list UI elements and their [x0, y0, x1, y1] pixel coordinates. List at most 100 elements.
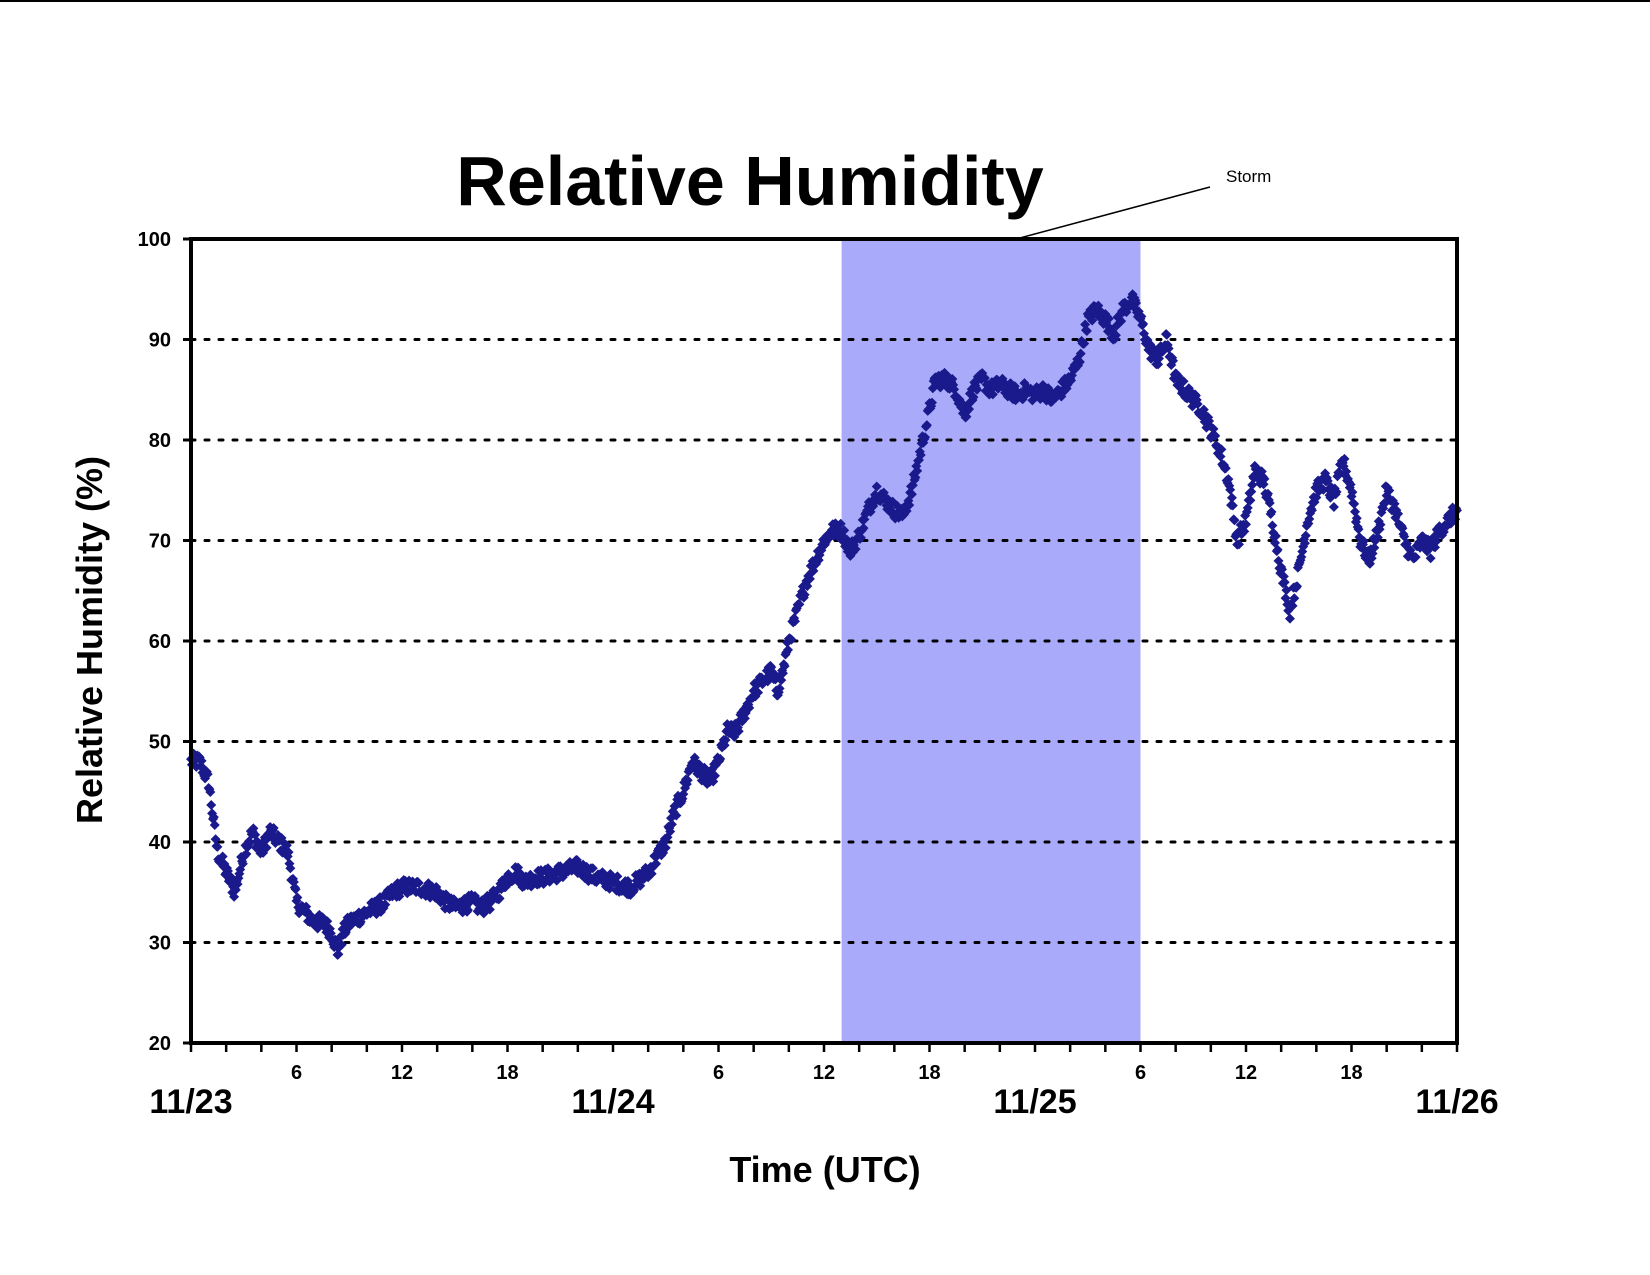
data-point: [1079, 338, 1090, 349]
data-point: [1410, 552, 1421, 563]
gridlines: [189, 338, 1459, 944]
data-point: [1331, 486, 1342, 497]
data-point: [839, 525, 850, 536]
ytick-label-20: 20: [149, 1033, 171, 1055]
data-point: [1264, 497, 1275, 508]
ytick-label-100: 100: [138, 229, 171, 251]
data-point: [1245, 495, 1256, 506]
data-point: [855, 532, 866, 543]
ytick-label-80: 80: [149, 430, 171, 452]
data-point: [1272, 544, 1283, 555]
data-point: [1225, 484, 1236, 495]
xtick-label-18: 18: [496, 1062, 518, 1084]
data-point: [1287, 600, 1298, 611]
ytick-label-70: 70: [149, 531, 171, 553]
data-point: [635, 880, 646, 891]
data-point: [587, 863, 598, 874]
data-point: [1284, 613, 1295, 624]
data-point: [1081, 325, 1092, 336]
data-point: [682, 775, 693, 786]
data-point: [715, 753, 726, 764]
top-border-line: [0, 0, 1650, 2]
data-point: [1279, 577, 1290, 588]
data-point: [1259, 473, 1270, 484]
ytick-label-90: 90: [149, 330, 171, 352]
data-point: [1353, 524, 1364, 535]
xtick-label-66: 18: [1340, 1062, 1362, 1084]
data-point: [1300, 530, 1311, 541]
data-point: [920, 432, 931, 443]
data-point: [202, 769, 213, 780]
y-axis-ticks: 20 30 40 50 60 70 80 90 100: [138, 229, 191, 1055]
data-point: [1116, 316, 1127, 327]
data-point: [906, 489, 917, 500]
data-point: [210, 834, 221, 845]
data-point: [789, 616, 800, 627]
xtick-date-label-0: 11/23: [149, 1083, 232, 1121]
data-point: [1233, 539, 1244, 550]
data-point: [1266, 506, 1277, 517]
data-point: [794, 599, 805, 610]
data-point: [206, 799, 217, 810]
data-point: [212, 841, 223, 852]
data-point: [292, 892, 303, 903]
data-point: [333, 949, 344, 960]
data-point: [904, 500, 915, 511]
data-point: [651, 858, 662, 869]
ytick-label-40: 40: [149, 832, 171, 854]
data-point: [671, 810, 682, 821]
data-point: [927, 397, 938, 408]
data-point: [1339, 453, 1350, 464]
data-point: [1347, 487, 1358, 498]
data-point: [1369, 542, 1380, 553]
data-point: [1299, 538, 1310, 549]
data-point: [413, 877, 424, 888]
xtick-label-54: 6: [1135, 1062, 1146, 1084]
xtick-date-label-24: 11/24: [571, 1083, 654, 1121]
data-point: [1153, 359, 1164, 370]
data-point: [1270, 530, 1281, 541]
data-point: [744, 702, 755, 713]
data-point: [947, 373, 958, 384]
data-point: [666, 819, 677, 830]
data-point: [921, 420, 932, 431]
data-point: [1087, 315, 1098, 326]
data-point: [1138, 318, 1149, 329]
x-axis-ticks: 6 12 18 6 12 18 6 12 18 11/23 11/24 11/25 11/26: [149, 1043, 1499, 1121]
data-point: [799, 589, 810, 600]
data-point: [1227, 500, 1238, 511]
data-point: [1074, 356, 1085, 367]
data-point: [1358, 536, 1369, 547]
data-point: [1136, 311, 1147, 322]
data-point: [1306, 505, 1317, 516]
data-point: [494, 893, 505, 904]
data-point: [1393, 508, 1404, 519]
xtick-label-30: 6: [713, 1062, 724, 1084]
data-point: [850, 544, 861, 555]
data-point: [1208, 423, 1219, 434]
data-point: [196, 755, 207, 766]
chart-title: Relative Humidity: [456, 142, 1043, 220]
xtick-date-label-48: 11/25: [993, 1083, 1076, 1121]
xtick-label-42: 18: [918, 1062, 940, 1084]
storm-annotation-leader: [1015, 186, 1211, 240]
data-point: [1262, 488, 1273, 499]
xtick-label-12: 12: [391, 1062, 413, 1084]
data-point: [871, 481, 882, 492]
data-point: [612, 871, 623, 882]
data-point: [1110, 330, 1121, 341]
data-point: [646, 868, 657, 879]
data-point: [1351, 513, 1362, 524]
data-point: [968, 392, 979, 403]
xtick-label-6: 6: [291, 1062, 302, 1084]
x-axis-label: Time (UTC): [729, 1149, 920, 1190]
data-point: [209, 819, 220, 830]
data-point: [268, 823, 279, 834]
data-point: [1384, 485, 1395, 496]
data-point: [290, 884, 301, 895]
data-point: [776, 675, 787, 686]
data-point: [858, 523, 869, 534]
data-point: [835, 518, 846, 529]
data-point: [1246, 486, 1257, 497]
data-point: [1291, 581, 1302, 592]
